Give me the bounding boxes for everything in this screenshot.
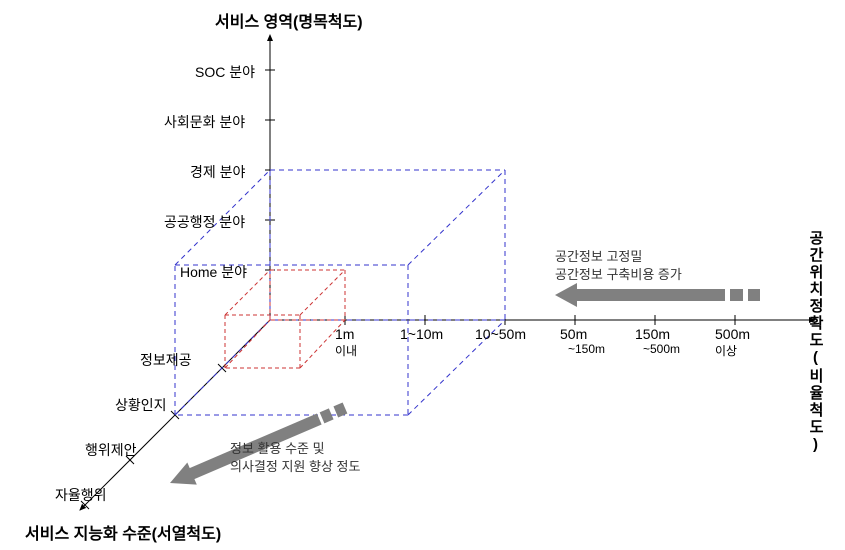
y-tick-4: Home 분야	[180, 262, 247, 282]
y-tick-3: 공공행정 분야	[164, 212, 245, 232]
y-tick-0: SOC 분야	[195, 62, 255, 82]
z-tick-3: 자율행위	[55, 485, 107, 505]
x-tick-5: 500m	[715, 326, 750, 342]
x-tick-3: 50m	[560, 326, 587, 342]
x-tick-sub-3: ~150m	[568, 342, 605, 356]
x-tick-0: 1m	[335, 326, 354, 342]
z-axis-title: 서비스 지능화 수준(서열척도)	[25, 520, 221, 544]
x-axis-title: 공간위치정확도(비율척도)	[805, 230, 826, 455]
x-tick-1: 1~10m	[400, 326, 443, 342]
y-axis-title: 서비스 영역(명목척도)	[215, 8, 363, 32]
annotation-diagonal: 정보 활용 수준 및의사결정 지원 향상 정도	[230, 440, 360, 476]
diagram-canvas	[0, 0, 845, 550]
x-tick-sub-0: 이내	[335, 342, 357, 359]
y-tick-2: 경제 분야	[190, 162, 245, 182]
z-tick-1: 상황인지	[115, 395, 167, 415]
x-tick-4: 150m	[635, 326, 670, 342]
z-tick-2: 행위제안	[85, 440, 137, 460]
z-tick-0: 정보제공	[140, 350, 192, 370]
x-tick-sub-5: 이상	[715, 342, 737, 359]
x-tick-2: 10~50m	[475, 326, 526, 342]
annotation-right: 공간정보 고정밀공간정보 구축비용 증가	[555, 248, 682, 284]
y-tick-1: 사회문화 분야	[164, 112, 245, 132]
x-tick-sub-4: ~500m	[643, 342, 680, 356]
